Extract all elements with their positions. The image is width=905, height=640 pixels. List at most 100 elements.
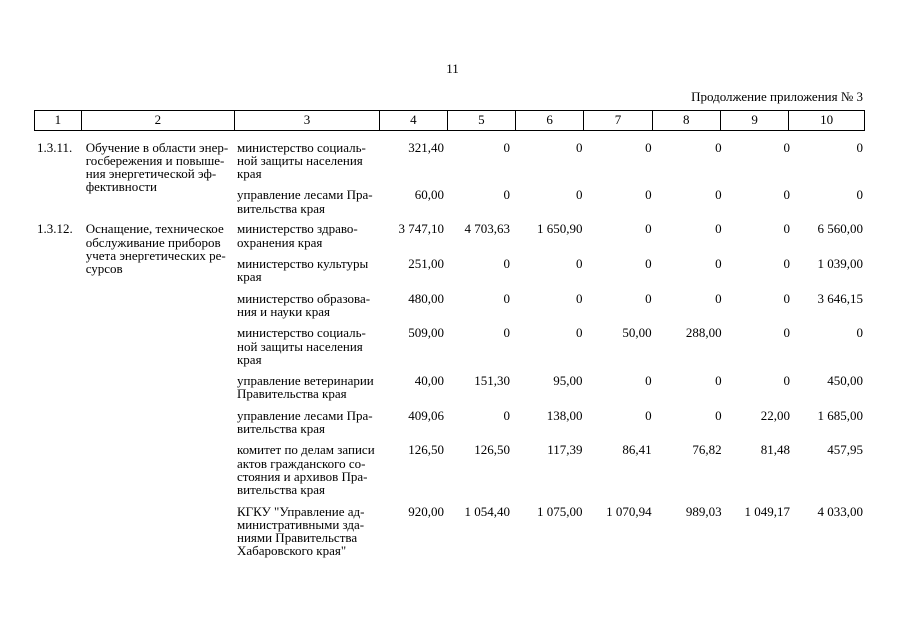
column-header-6: 6 bbox=[514, 111, 583, 130]
column-header-1: 1 bbox=[54, 112, 62, 127]
column-header-10: 10 bbox=[788, 111, 864, 130]
value-cell: 0 bbox=[715, 187, 722, 203]
value-cell: 321,40 bbox=[408, 139, 444, 155]
value-cell: 1 049,17 bbox=[744, 503, 790, 519]
table-row: комитет по делам записи актов гражданско… bbox=[234, 443, 865, 496]
table-row: КГКУ "Управление ад- министративными зда… bbox=[234, 503, 865, 558]
subrows: министерство социаль- ной защиты населен… bbox=[234, 139, 865, 215]
value-cell: 480,00 bbox=[408, 290, 444, 306]
value-cell: 0 bbox=[503, 256, 510, 272]
table-row: министерство образова- ния и науки края 4… bbox=[234, 290, 865, 319]
organization-name: министерство образова- ния и науки края bbox=[236, 290, 371, 319]
value-cell: 251,00 bbox=[408, 256, 444, 272]
value-cell: 0 bbox=[645, 139, 652, 155]
value-cell: 0 bbox=[783, 221, 790, 237]
column-header-7: 7 bbox=[583, 111, 651, 130]
organization-name: министерство социаль- ной защиты населен… bbox=[236, 325, 366, 367]
column-header-5: 5 bbox=[446, 111, 515, 130]
value-cell: 0 bbox=[715, 290, 722, 306]
column-header-4: 4 bbox=[378, 111, 447, 130]
value-cell: 0 bbox=[503, 407, 510, 423]
column-header-9: 9 bbox=[719, 111, 788, 130]
table-row: министерство здраво- охранения края 3 747… bbox=[234, 222, 865, 249]
table-header-row: 1 2 3 4 5 6 7 8 9 10 bbox=[34, 110, 865, 131]
value-cell: 81,48 bbox=[760, 442, 790, 458]
value-cell: 0 bbox=[575, 256, 583, 272]
value-cell: 0 bbox=[856, 325, 863, 341]
item-description: Оснащение, техническое обслуживание приб… bbox=[85, 221, 226, 277]
value-cell: 0 bbox=[645, 407, 652, 423]
column-header-2: 2 bbox=[80, 111, 234, 130]
value-cell: 0 bbox=[645, 290, 652, 306]
value-cell: 4 033,00 bbox=[817, 503, 863, 519]
table-row: управление лесами Пра- вительства края 40… bbox=[234, 407, 865, 437]
value-cell: 1 070,94 bbox=[606, 503, 652, 519]
value-cell: 22,00 bbox=[760, 407, 790, 423]
organization-name: министерство социаль- ной защиты населен… bbox=[236, 139, 366, 182]
item-number: 1.3.12. bbox=[37, 221, 73, 237]
value-cell: 0 bbox=[503, 139, 510, 155]
value-cell: 0 bbox=[783, 187, 790, 203]
value-cell: 0 bbox=[783, 325, 790, 341]
table-row-group: 1.3.11. Обучение в области энер- госбереж… bbox=[34, 139, 865, 215]
value-cell: 0 bbox=[715, 256, 722, 272]
table-row: управление лесами Пра- вительства края 60… bbox=[234, 188, 865, 215]
value-cell: 126,50 bbox=[474, 442, 510, 458]
value-cell: 0 bbox=[645, 187, 652, 203]
value-cell: 86,41 bbox=[622, 442, 652, 458]
organization-name: министерство здраво- охранения края bbox=[236, 221, 358, 250]
value-cell: 126,50 bbox=[408, 442, 444, 458]
table-row-group: 1.3.12. Оснащение, техническое обслуживан… bbox=[34, 222, 865, 557]
value-cell: 0 bbox=[645, 373, 652, 389]
table-row: министерство социаль- ной защиты населен… bbox=[234, 326, 865, 366]
value-cell: 457,95 bbox=[827, 442, 863, 458]
value-cell: 509,00 bbox=[408, 325, 444, 341]
value-cell: 50,00 bbox=[622, 325, 652, 341]
value-cell: 1 075,00 bbox=[536, 503, 583, 519]
value-cell: 0 bbox=[645, 256, 652, 272]
value-cell: 6 560,00 bbox=[817, 221, 863, 237]
value-cell: 0 bbox=[715, 221, 722, 237]
item-number: 1.3.11. bbox=[37, 139, 73, 155]
value-cell: 0 bbox=[783, 373, 790, 389]
value-cell: 76,82 bbox=[692, 442, 722, 458]
value-cell: 40,00 bbox=[414, 373, 444, 389]
table-row: министерство социаль- ной защиты населен… bbox=[234, 139, 865, 182]
value-cell: 0 bbox=[856, 139, 863, 155]
value-cell: 1 685,00 bbox=[817, 407, 863, 423]
subrows: министерство здраво- охранения края 3 747… bbox=[234, 222, 865, 557]
value-cell: 95,00 bbox=[553, 373, 583, 389]
value-cell: 1 039,00 bbox=[817, 256, 863, 272]
value-cell: 4 703,63 bbox=[464, 221, 510, 237]
page-number: 11 bbox=[446, 60, 459, 76]
value-cell: 1 650,90 bbox=[536, 221, 583, 237]
value-cell: 138,00 bbox=[546, 407, 583, 423]
value-cell: 3 646,15 bbox=[817, 290, 863, 306]
value-cell: 409,06 bbox=[408, 407, 444, 423]
value-cell: 0 bbox=[856, 187, 863, 203]
item-description: Обучение в области энер- госбережения и … bbox=[85, 139, 229, 195]
value-cell: 288,00 bbox=[685, 325, 722, 341]
value-cell: 3 747,10 bbox=[398, 221, 444, 237]
organization-name: министерство культуры края bbox=[236, 256, 369, 285]
table-row: министерство культуры края 251,00 0 0 0 0 0 1 0… bbox=[234, 257, 865, 284]
value-cell: 0 bbox=[575, 290, 583, 306]
value-cell: 920,00 bbox=[408, 503, 444, 519]
appendix-continuation: Продолжение приложения № 3 bbox=[691, 88, 863, 104]
value-cell: 0 bbox=[715, 139, 722, 155]
value-cell: 450,00 bbox=[827, 373, 863, 389]
value-cell: 151,30 bbox=[474, 373, 510, 389]
value-cell: 117,39 bbox=[547, 442, 583, 458]
value-cell: 0 bbox=[783, 256, 790, 272]
column-header-3: 3 bbox=[233, 111, 379, 130]
organization-name: управление лесами Пра- вительства края bbox=[236, 407, 373, 437]
organization-name: управление ветеринарии Правительства кра… bbox=[236, 373, 374, 402]
organization-name: комитет по делам записи актов гражданско… bbox=[236, 442, 375, 498]
value-cell: 0 bbox=[645, 221, 652, 237]
value-cell: 0 bbox=[783, 139, 790, 155]
value-cell: 0 bbox=[503, 325, 510, 341]
value-cell: 989,03 bbox=[685, 503, 722, 519]
value-cell: 0 bbox=[575, 139, 583, 155]
value-cell: 0 bbox=[575, 187, 583, 203]
